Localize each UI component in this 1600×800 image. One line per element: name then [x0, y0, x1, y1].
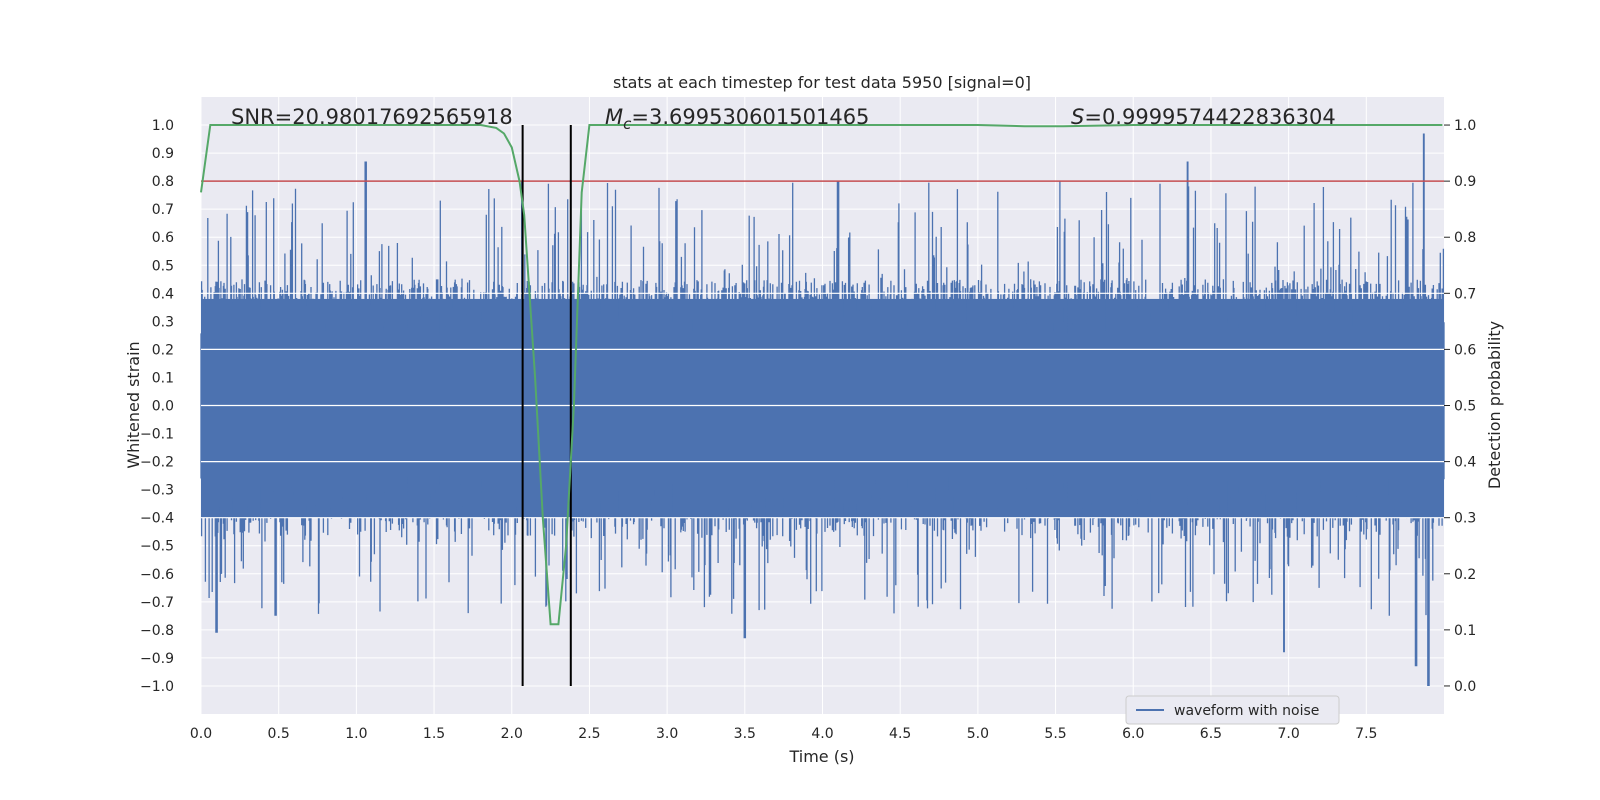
y-right-tick-label: 0.1 — [1454, 623, 1476, 639]
y-right-tick-label: 0.8 — [1454, 230, 1476, 246]
snr-annotation: SNR=20.98017692565918 — [231, 105, 513, 129]
y-tick-label: 0.1 — [152, 370, 174, 386]
y-right-tick-label: 0.4 — [1454, 455, 1476, 471]
legend-label: waveform with noise — [1174, 703, 1319, 719]
y-right-tick-label: 0.9 — [1454, 174, 1476, 190]
x-tick-label: 1.0 — [345, 726, 367, 742]
legend: waveform with noise — [1125, 695, 1340, 725]
x-tick-label: 1.5 — [423, 726, 445, 742]
y-tick-label: 0.5 — [152, 258, 174, 274]
y-tick-label: 1.0 — [152, 118, 174, 134]
x-tick-label: 4.0 — [811, 726, 833, 742]
chirp-mass-annotation: Mc=3.699530601501465 — [605, 105, 869, 133]
score-symbol: S — [1071, 105, 1084, 129]
y-tick-label: 0.7 — [152, 202, 174, 218]
x-tick-label: 2.0 — [501, 726, 523, 742]
x-tick-label: 5.0 — [967, 726, 989, 742]
tick-labels: 0.0 0.5 1.0 1.5 2.0 2.5 3.0 3.5 4.0 4.5 5.0 5.5 6.0 6… — [140, 118, 1476, 742]
chart-title: stats at each timestep for test data 595… — [613, 73, 1031, 92]
y-right-tick-label: 0.3 — [1454, 511, 1476, 527]
x-tick-label: 4.5 — [889, 726, 911, 742]
score-annotation: S=0.9999574422836304 — [1071, 105, 1336, 129]
y-tick-label: −0.7 — [140, 595, 174, 611]
y-tick-label: −0.1 — [140, 427, 174, 443]
y-tick-label: 0.4 — [152, 286, 174, 302]
y-tick-label: −0.6 — [140, 567, 174, 583]
x-tick-label: 7.5 — [1355, 726, 1377, 742]
x-tick-label: 6.0 — [1122, 726, 1144, 742]
overlay-layer — [200, 124, 1444, 686]
x-tick-label: 6.5 — [1200, 726, 1222, 742]
x-tick-label: 0.0 — [190, 726, 212, 742]
y-tick-label: 0.0 — [152, 399, 174, 415]
legend-box — [1125, 695, 1340, 725]
y-right-tick-label: 0.0 — [1454, 679, 1476, 695]
x-axis-label: Time (s) — [788, 747, 854, 766]
x-tick-label: 3.0 — [656, 726, 678, 742]
y-tick-label: −0.3 — [140, 483, 174, 499]
waveform-series — [200, 133, 1445, 686]
y-right-tick-label: 1.0 — [1454, 118, 1476, 134]
y-tick-label: 0.6 — [152, 230, 174, 246]
y-tick-label: 0.3 — [152, 314, 174, 330]
chirp-mass-subscript: c — [623, 115, 632, 133]
detection-probability-line — [200, 124, 1443, 626]
x-tick-label: 2.5 — [578, 726, 600, 742]
y-tick-label: −0.2 — [140, 455, 174, 471]
y-right-tick-label: 0.7 — [1454, 286, 1476, 302]
y-right-tick-label: 0.5 — [1454, 399, 1476, 415]
chirp-mass-symbol: M — [605, 105, 623, 129]
y-tick-label: −0.4 — [140, 511, 174, 527]
y-axis-label: Whitened strain — [124, 341, 143, 468]
score-value: =0.9999574422836304 — [1084, 105, 1335, 129]
y-right-tick-label: 0.2 — [1454, 567, 1476, 583]
y-tick-label: −1.0 — [140, 679, 174, 695]
y-tick-label: −0.5 — [140, 539, 174, 555]
y-tick-label: −0.9 — [140, 651, 174, 667]
x-tick-label: 7.0 — [1277, 726, 1299, 742]
y-tick-label: −0.8 — [140, 623, 174, 639]
x-tick-label: 0.5 — [268, 726, 290, 742]
chirp-mass-value: =3.699530601501465 — [631, 105, 869, 129]
y-tick-label: 0.8 — [152, 174, 174, 190]
y-tick-label: 0.9 — [152, 146, 174, 162]
y-axis-right-label: Detection probability — [1485, 321, 1504, 489]
y-right-tick-label: 0.6 — [1454, 342, 1476, 358]
x-tick-label: 3.5 — [734, 726, 756, 742]
y-tick-label: 0.2 — [152, 342, 174, 358]
x-tick-label: 5.5 — [1044, 726, 1066, 742]
